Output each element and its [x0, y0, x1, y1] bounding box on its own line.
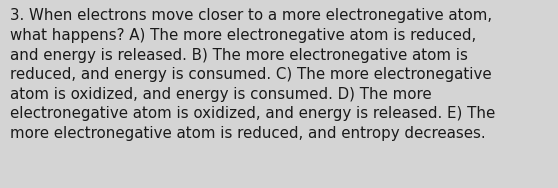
Text: 3. When electrons move closer to a more electronegative atom,
what happens? A) T: 3. When electrons move closer to a more … — [10, 8, 496, 141]
